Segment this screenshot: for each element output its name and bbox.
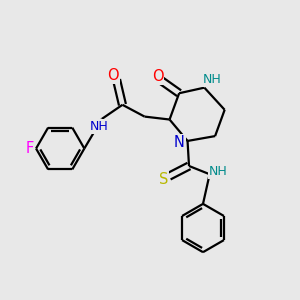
Text: O: O [107, 68, 119, 83]
Text: NH: NH [209, 165, 228, 178]
Text: N: N [174, 135, 185, 150]
Text: F: F [26, 141, 34, 156]
Text: NH: NH [89, 120, 108, 133]
Text: O: O [152, 69, 164, 84]
Text: S: S [159, 172, 168, 187]
Text: NH: NH [202, 73, 221, 86]
